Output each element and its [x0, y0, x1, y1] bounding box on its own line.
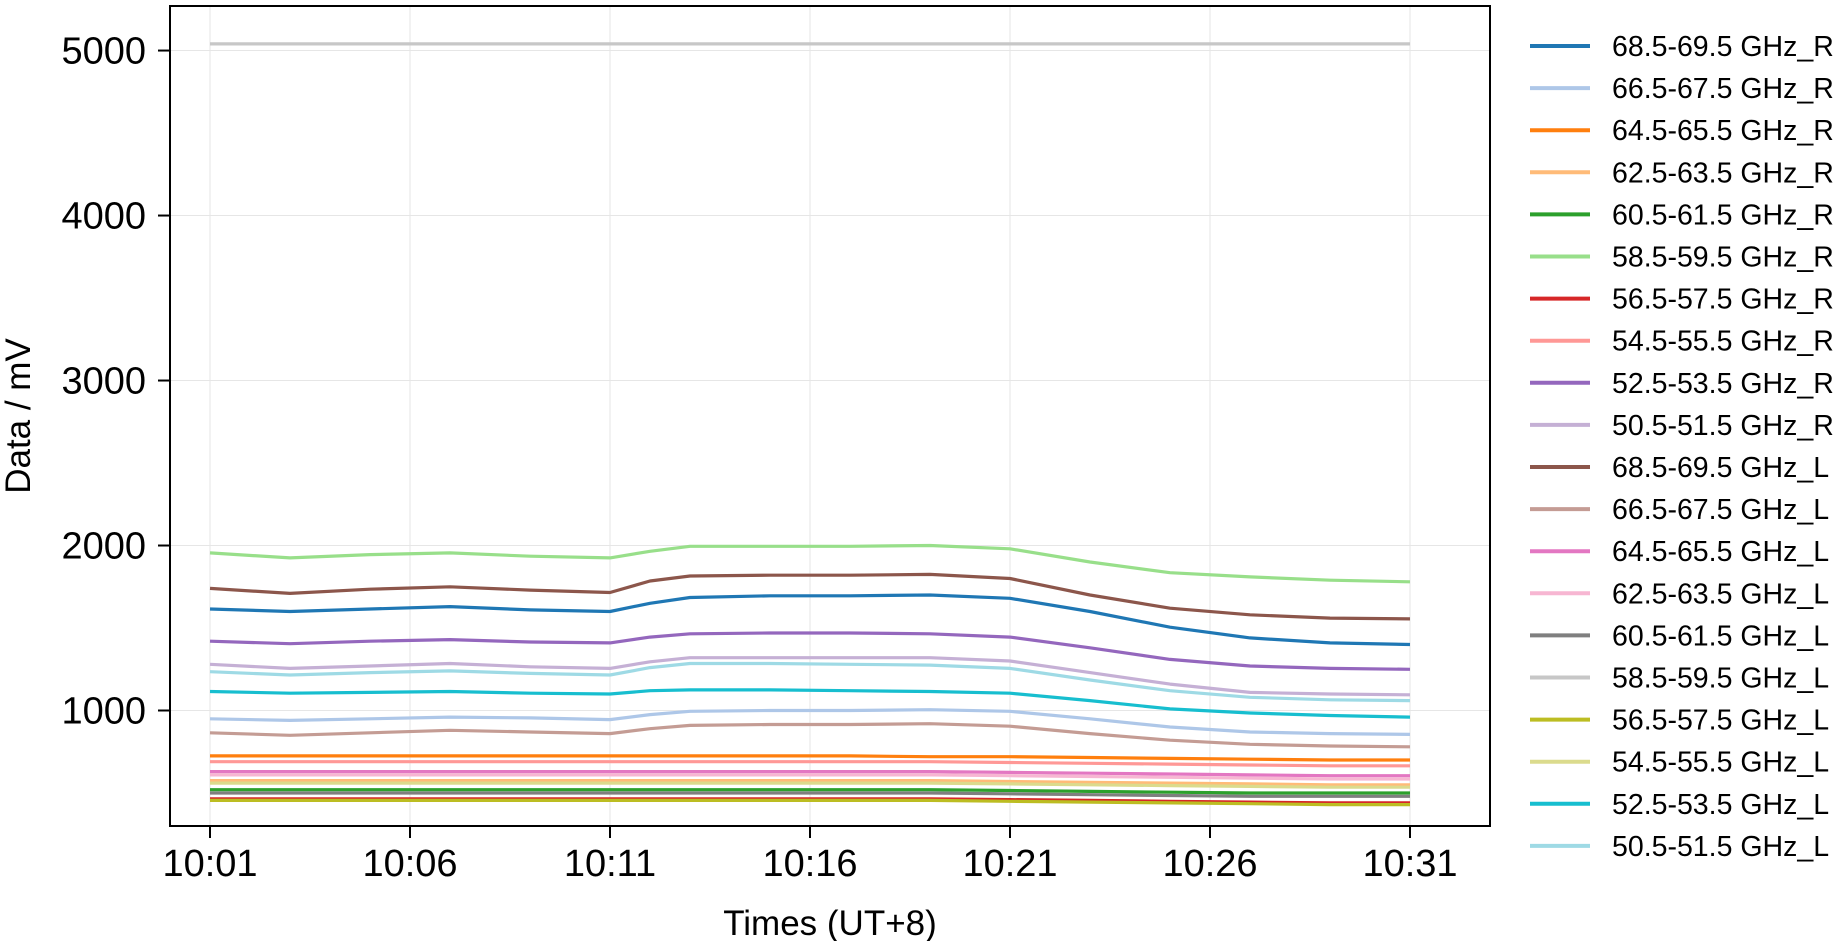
legend-label: 66.5-67.5 GHz_L [1612, 494, 1829, 526]
series-line-4 [210, 788, 1410, 795]
series-lines [209, 42, 1411, 807]
legend-item: 50.5-51.5 GHz_R [1530, 410, 1834, 442]
y-tick-label: 1000 [61, 691, 146, 733]
legend-label: 60.5-61.5 GHz_R [1612, 199, 1834, 231]
legend-item: 56.5-57.5 GHz_L [1530, 705, 1829, 737]
x-tick-label: 10:16 [762, 843, 857, 885]
series-line-5 [209, 543, 1411, 584]
legend-label: 50.5-51.5 GHz_R [1612, 410, 1834, 442]
y-axis-title: Data / mV [0, 338, 38, 494]
x-tick-label: 10:06 [362, 843, 457, 885]
legend-label: 56.5-57.5 GHz_L [1612, 705, 1829, 737]
legend-item: 62.5-63.5 GHz_R [1530, 157, 1834, 189]
legend-item: 68.5-69.5 GHz_L [1530, 452, 1829, 484]
plot-frame [169, 5, 1491, 827]
legend-label: 58.5-59.5 GHz_L [1612, 663, 1829, 695]
series-line-13 [210, 773, 1410, 781]
legend-item: 62.5-63.5 GHz_L [1530, 578, 1829, 610]
legend-label: 50.5-51.5 GHz_L [1612, 831, 1829, 863]
x-tick-label: 10:26 [1162, 843, 1257, 885]
legend-label: 66.5-67.5 GHz_R [1612, 73, 1834, 105]
series-line-11 [209, 722, 1411, 749]
legend-label: 62.5-63.5 GHz_R [1612, 157, 1834, 189]
legend-item: 54.5-55.5 GHz_L [1530, 747, 1829, 779]
series-line-16 [210, 798, 1410, 807]
y-axis-ticks: 1000 2000 3000 4000 5000 [61, 31, 170, 733]
x-tick-label: 10:01 [162, 843, 257, 885]
legend-label: 56.5-57.5 GHz_R [1612, 284, 1834, 316]
x-axis-ticks: 10:01 10:06 10:11 10:16 10:21 10:26 10:31 [162, 826, 1458, 885]
legend-item: 54.5-55.5 GHz_R [1530, 326, 1834, 358]
series-line-18 [209, 688, 1411, 719]
legend-label: 52.5-53.5 GHz_L [1612, 789, 1829, 821]
legend: 68.5-69.5 GHz_R 66.5-67.5 GHz_R 64.5-65.5 … [1530, 31, 1834, 863]
legend-label: 68.5-69.5 GHz_R [1612, 31, 1834, 63]
y-tick-label: 3000 [61, 361, 146, 403]
legend-item: 50.5-51.5 GHz_L [1530, 831, 1829, 863]
legend-item: 58.5-59.5 GHz_R [1530, 242, 1834, 274]
legend-item: 56.5-57.5 GHz_R [1530, 284, 1834, 316]
x-tick-label: 10:31 [1362, 843, 1457, 885]
x-tick-label: 10:21 [962, 843, 1057, 885]
legend-label: 68.5-69.5 GHz_L [1612, 452, 1829, 484]
legend-label: 60.5-61.5 GHz_L [1612, 620, 1829, 652]
legend-item: 68.5-69.5 GHz_R [1530, 31, 1834, 63]
legend-item: 52.5-53.5 GHz_R [1530, 368, 1834, 400]
y-tick-label: 2000 [61, 526, 146, 568]
series-line-7 [210, 760, 1410, 768]
legend-label: 52.5-53.5 GHz_R [1612, 368, 1834, 400]
y-tick-label: 4000 [61, 196, 146, 238]
legend-label: 54.5-55.5 GHz_L [1612, 747, 1829, 779]
legend-label: 62.5-63.5 GHz_L [1612, 578, 1829, 610]
series-line-17 [210, 781, 1410, 789]
series-line-10 [209, 572, 1411, 621]
legend-item: 60.5-61.5 GHz_L [1530, 620, 1829, 652]
legend-item: 60.5-61.5 GHz_R [1530, 199, 1834, 231]
legend-item: 66.5-67.5 GHz_R [1530, 73, 1834, 105]
series-line-9 [209, 656, 1411, 697]
legend-label: 58.5-59.5 GHz_R [1612, 242, 1834, 274]
grid-lines [170, 6, 1490, 826]
y-tick-label: 5000 [61, 31, 146, 73]
legend-item: 64.5-65.5 GHz_R [1530, 115, 1834, 147]
series-line-2 [210, 754, 1410, 762]
legend-item: 58.5-59.5 GHz_L [1530, 663, 1829, 695]
legend-label: 54.5-55.5 GHz_R [1612, 326, 1834, 358]
series-line-0 [209, 593, 1411, 647]
legend-item: 64.5-65.5 GHz_L [1530, 536, 1829, 568]
legend-label: 64.5-65.5 GHz_R [1612, 115, 1834, 147]
series-line-3 [210, 778, 1410, 787]
series-line-12 [210, 769, 1410, 778]
legend-item: 52.5-53.5 GHz_L [1530, 789, 1829, 821]
series-line-8 [209, 631, 1411, 671]
x-tick-label: 10:11 [564, 843, 656, 885]
legend-item: 66.5-67.5 GHz_L [1530, 494, 1829, 526]
series-line-14 [210, 791, 1410, 798]
series-line-1 [209, 708, 1411, 736]
legend-label: 64.5-65.5 GHz_L [1612, 536, 1829, 568]
x-axis-title: Times (UT+8) [723, 904, 937, 941]
series-line-19 [209, 661, 1411, 703]
